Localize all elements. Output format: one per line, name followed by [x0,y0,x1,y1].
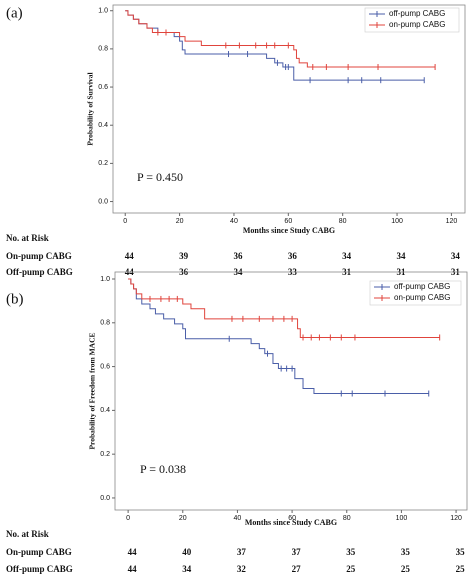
x-tick-label: 80 [343,515,351,522]
x-tick-label: 0 [126,515,130,522]
risk-value: 37 [237,547,247,557]
y-tick-label: 0.0 [100,495,110,502]
risk-row-label: Off-pump CABG [6,564,73,574]
y-tick-label: 1.0 [100,276,110,283]
x-tick-label: 120 [446,218,458,225]
y-tick-label: 0.8 [98,46,108,53]
x-axis-label: Months since Study CABG [245,518,337,527]
plot-frame [114,271,468,511]
risk-value: 44 [125,251,135,261]
risk-value: 25 [346,564,356,574]
legend-label: on-pump CABG [389,20,445,29]
x-tick-label: 100 [396,515,408,522]
x-tick-label: 120 [450,515,462,522]
risk-value: 35 [401,547,411,557]
risk-value: 35 [346,547,356,557]
risk-value: 44 [128,547,138,557]
y-tick-label: 0.6 [98,84,108,91]
x-tick-label: 100 [391,218,403,225]
y-tick-label: 0.4 [98,122,108,129]
risk-value: 39 [179,251,189,261]
panel-label: (b) [6,291,24,307]
risk-row-label: On-pump CABG [6,547,72,557]
risk-value: 25 [401,564,411,574]
risk-row-label: On-pump CABG [6,251,72,261]
y-tick-label: 0.2 [100,451,110,458]
survival-line [128,278,440,338]
risk-value: 32 [237,564,247,574]
risk-value: 36 [288,251,298,261]
legend-box [364,7,460,33]
y-tick-label: 0.6 [100,363,110,370]
risk-value: 37 [292,547,302,557]
risk-value: 35 [456,547,466,557]
legend-label: off-pump CABG [389,9,445,18]
annotation: P = 0.450 [137,170,183,184]
risk-value: 25 [456,564,466,574]
legend-label: off-pump CABG [394,282,450,291]
x-tick-label: 80 [339,218,347,225]
risk-value: 34 [342,251,352,261]
survival-line [128,278,429,395]
risk-value: 34 [451,251,461,261]
risk-value: 34 [397,251,407,261]
x-tick-label: 40 [230,218,238,225]
x-tick-label: 20 [176,218,184,225]
risk-value: 27 [292,564,302,574]
risk-value: 34 [182,564,192,574]
x-axis-label: Months since Study CABG [243,226,335,235]
risk-title: No. at Risk [6,233,49,243]
x-tick-label: 60 [284,218,292,225]
y-axis-label: Probability of Survival [86,72,95,145]
y-tick-label: 1.0 [98,8,108,15]
x-tick-label: 60 [288,515,296,522]
legend-box [369,280,462,306]
y-tick-label: 0.2 [98,160,108,167]
risk-row-label: Off-pump CABG [6,267,73,277]
legend-label: on-pump CABG [394,293,450,302]
panel-label: (a) [6,5,23,21]
risk-value: 40 [182,547,192,557]
y-tick-label: 0.8 [100,320,110,327]
plot-frame [112,4,466,214]
y-tick-label: 0.0 [98,198,108,205]
x-tick-label: 0 [123,218,127,225]
y-axis-label: Probability of Freedom from MACE [88,332,97,449]
risk-value: 44 [128,564,138,574]
risk-title: No. at Risk [6,529,49,539]
y-tick-label: 0.4 [100,407,110,414]
risk-value: 36 [233,251,243,261]
x-tick-label: 40 [234,515,242,522]
annotation: P = 0.038 [140,462,186,476]
survival-line [125,10,436,68]
x-tick-label: 20 [179,515,187,522]
